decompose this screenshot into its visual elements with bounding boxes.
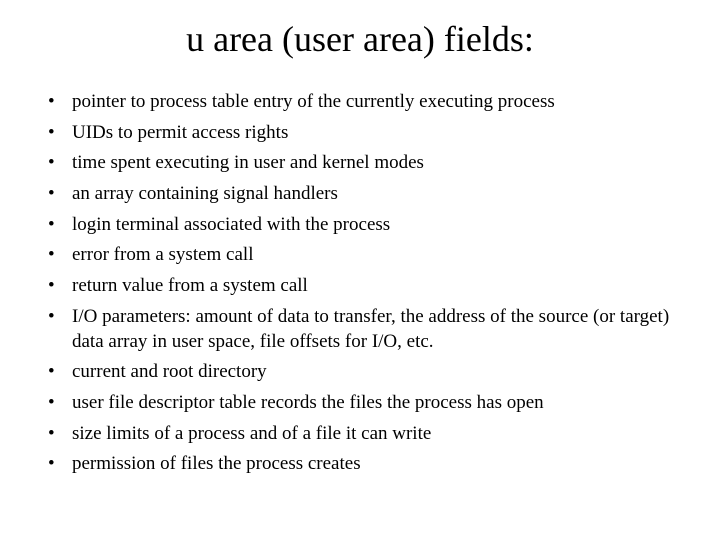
list-item: size limits of a process and of a file i… [40,422,680,447]
list-item: permission of files the process creates [40,452,680,477]
list-item: UIDs to permit access rights [40,121,680,146]
list-item: I/O parameters: amount of data to transf… [40,305,680,354]
list-item: an array containing signal handlers [40,182,680,207]
list-item: return value from a system call [40,274,680,299]
list-item: error from a system call [40,243,680,268]
list-item: time spent executing in user and kernel … [40,151,680,176]
bullet-list: pointer to process table entry of the cu… [40,90,680,477]
list-item: pointer to process table entry of the cu… [40,90,680,115]
slide: u area (user area) fields: pointer to pr… [0,0,720,540]
list-item: login terminal associated with the proce… [40,213,680,238]
slide-body: pointer to process table entry of the cu… [0,70,720,477]
slide-title: u area (user area) fields: [0,0,720,70]
list-item: user file descriptor table records the f… [40,391,680,416]
list-item: current and root directory [40,360,680,385]
